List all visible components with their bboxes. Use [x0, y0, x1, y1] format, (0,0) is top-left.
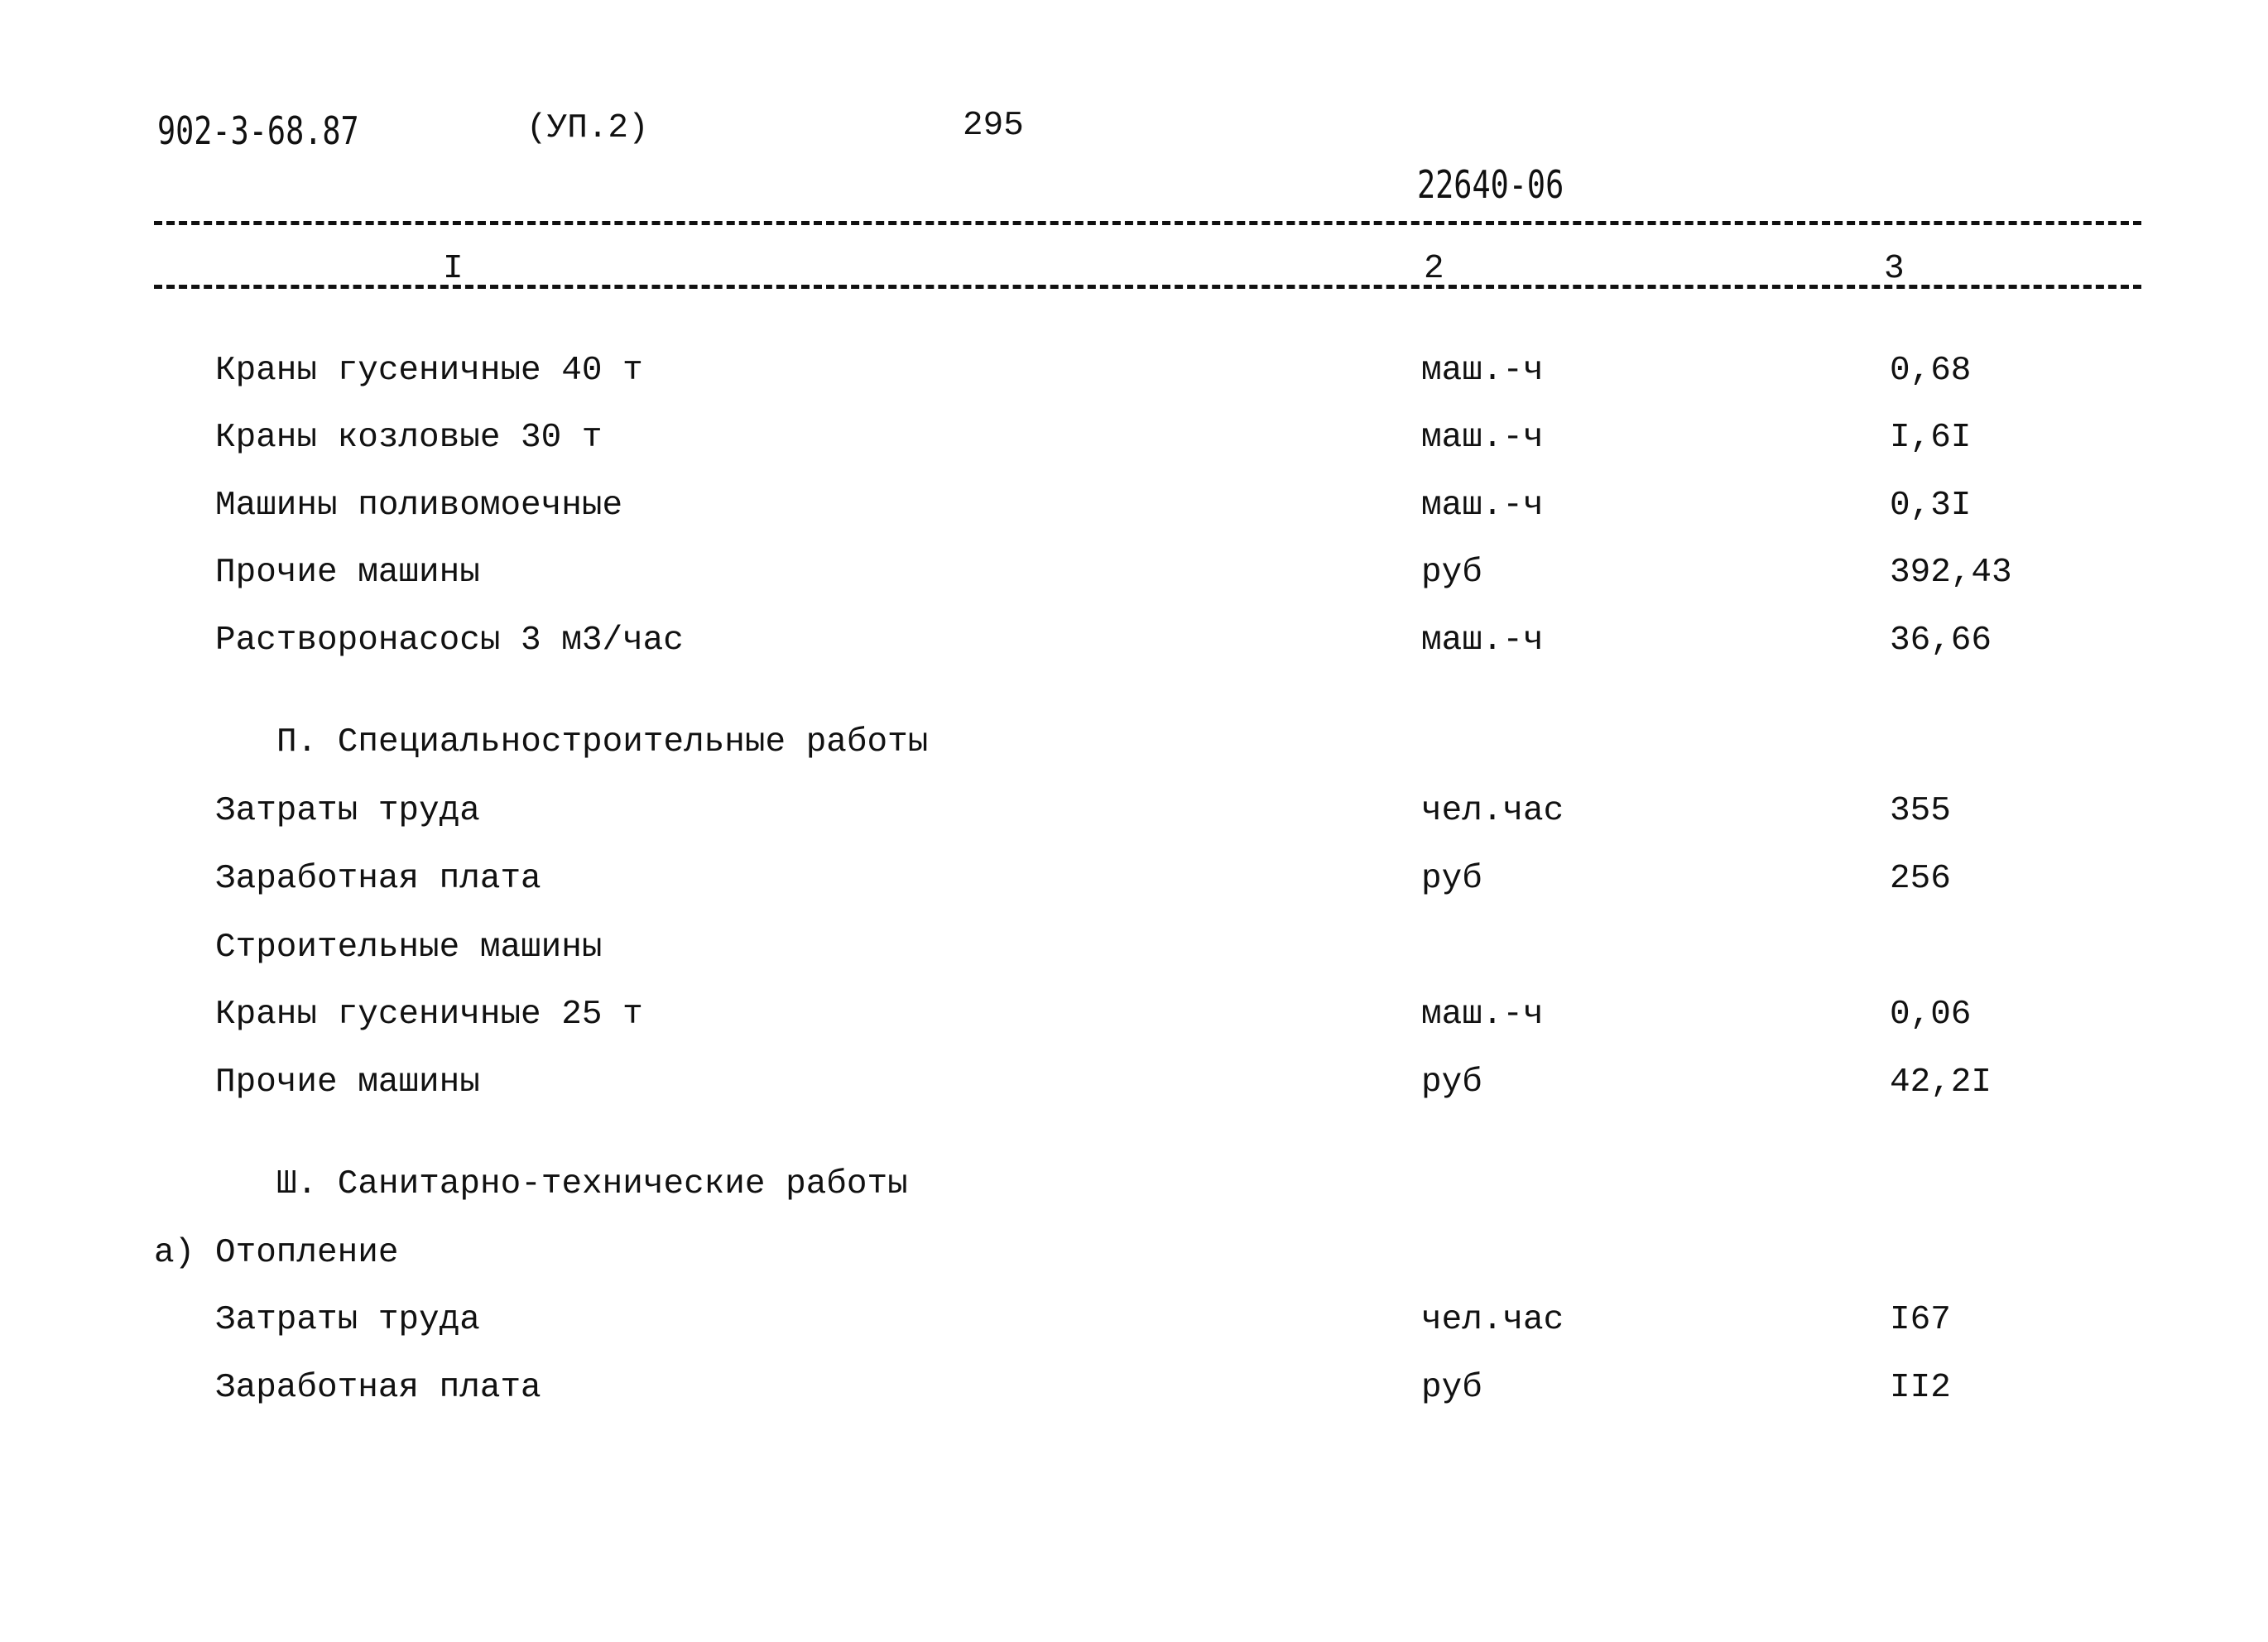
row-unit: маш.-ч: [1421, 487, 1544, 525]
row-unit: руб: [1421, 860, 1482, 898]
row-name: Затраты труда: [215, 792, 480, 830]
row-value: 0,06: [1890, 996, 1972, 1034]
row-unit: руб: [1421, 1369, 1482, 1407]
row-name: Краны козловые 30 т: [215, 419, 603, 457]
row-value: 0,68: [1890, 352, 1972, 390]
column-header-1: I: [443, 250, 464, 288]
row-name: Заработная плата: [215, 860, 541, 898]
row-name: Прочие машины: [215, 1063, 480, 1102]
column-header-2: 2: [1424, 250, 1444, 288]
row-name: Заработная плата: [215, 1369, 541, 1407]
section-heading: П. Специальностроительные работы: [276, 723, 929, 761]
row-value: 256: [1890, 860, 1951, 898]
row-name: Строительные машины: [215, 929, 603, 967]
row-unit: руб: [1421, 554, 1482, 592]
row-value: 36,66: [1890, 622, 1992, 660]
row-unit: чел.час: [1421, 792, 1564, 830]
row-unit: маш.-ч: [1421, 419, 1544, 457]
row-unit: руб: [1421, 1063, 1482, 1102]
row-value: I,6I: [1890, 419, 1972, 457]
row-name: Краны гусеничные 40 т: [215, 352, 643, 390]
document-code: 902-3-68.87: [157, 108, 359, 153]
row-name: Затраты труда: [215, 1301, 480, 1339]
row-unit: маш.-ч: [1421, 352, 1544, 390]
row-value: 392,43: [1890, 554, 2012, 592]
row-name: Прочие машины: [215, 554, 480, 592]
column-header-3: 3: [1884, 250, 1905, 288]
row-name: Растворонасосы 3 м3/час: [215, 622, 684, 660]
row-unit: маш.-ч: [1421, 622, 1544, 660]
row-name: Машины поливомоечные: [215, 487, 623, 525]
row-value: 355: [1890, 792, 1951, 830]
table-header-divider: [154, 285, 2141, 289]
row-value: 42,2I: [1890, 1063, 1992, 1102]
row-value: 0,3I: [1890, 487, 1972, 525]
row-value: II2: [1890, 1369, 1951, 1407]
row-value: I67: [1890, 1301, 1951, 1339]
row-unit: чел.час: [1421, 1301, 1564, 1339]
table-top-divider: [154, 221, 2141, 225]
row-unit: маш.-ч: [1421, 996, 1544, 1034]
row-name: Краны гусеничные 25 т: [215, 996, 643, 1034]
section-heading: Ш. Санитарно-технические работы: [276, 1165, 908, 1203]
row-prefix: а): [154, 1234, 195, 1272]
handwritten-code: 22640-06: [1417, 162, 1564, 207]
album-number: (УП.2): [526, 109, 649, 147]
row-name: Отопление: [215, 1234, 399, 1272]
page-number: 295: [963, 107, 1024, 145]
